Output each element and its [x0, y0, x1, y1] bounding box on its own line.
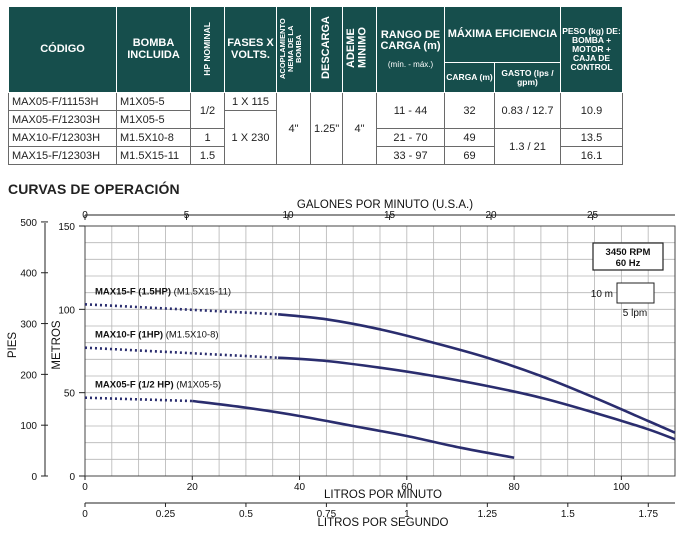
- gpm-tick-label: 5: [184, 210, 190, 221]
- series-name: MAX10-F (1HP): [95, 330, 166, 341]
- table-row-bomba: M1.5X15-11: [116, 146, 191, 165]
- series-label: MAX05-F (1/2 HP) (M1X05-5): [95, 380, 221, 391]
- header-fases: FASES X VOLTS.: [224, 6, 277, 93]
- series-line: [278, 356, 676, 441]
- y2-axis-label: PIES: [7, 332, 19, 359]
- series-name: MAX15-F (1.5HP): [95, 286, 174, 297]
- meters-tick-label: 0: [69, 472, 75, 483]
- chart-labels: MAX15-F (1.5HP) (M1.5X15-11) MAX10-F (1HP…: [95, 286, 231, 390]
- header-gasto: GASTO (lps / gpm): [494, 62, 561, 93]
- chart-grid: [85, 226, 675, 476]
- lpm-tick-label: 20: [187, 482, 199, 493]
- lps-tick-label: 0: [82, 509, 88, 520]
- cell-carga-05: 32: [444, 92, 495, 129]
- feet-tick-label: 0: [31, 472, 37, 483]
- cell-fases-230: 1 X 230: [224, 110, 277, 165]
- series-dotted-line: [84, 303, 279, 316]
- lpm-tick-label: 60: [401, 482, 413, 493]
- feet-tick-label: 300: [20, 320, 37, 331]
- chart-curves: [84, 303, 676, 459]
- feet-tick-label: 100: [20, 421, 37, 432]
- header-codigo: CÓDIGO: [8, 6, 117, 93]
- meters-tick-label: 100: [58, 305, 75, 316]
- header-eficiencia: MÁXIMA EFICIENCIA: [444, 6, 561, 63]
- lps-tick-label: 1.5: [561, 509, 575, 520]
- lps-tick-label: 0.75: [317, 509, 337, 520]
- series-line: [277, 313, 676, 434]
- spec-table: CÓDIGO BOMBA INCLUIDA HP NOMINAL FASES X…: [8, 6, 623, 165]
- header-peso: PESO (kg) DE: BOMBA + MOTOR + CAJA DE CO…: [560, 6, 623, 93]
- x-axis-label: LITROS POR MINUTO: [324, 489, 442, 501]
- lpm-tick-label: 100: [613, 482, 630, 493]
- series-label: MAX10-F (1HP) (M1.5X10-8): [95, 330, 219, 341]
- series-pump: (M1.5X10-8): [166, 330, 219, 341]
- header-rango: RANGO DE CARGA (m): [380, 28, 441, 53]
- lps-tick-label: 1: [404, 509, 410, 520]
- x2-axis-label: LITROS POR SEGUNDO: [318, 517, 449, 529]
- cell-descarga: 1.25": [310, 92, 343, 165]
- table-row-codigo: MAX15-F/12303H: [8, 146, 117, 165]
- plot-frame: [84, 225, 676, 477]
- top-axis-label: GALONES POR MINUTO (U.S.A.): [297, 199, 473, 211]
- cell-peso-15: 16.1: [560, 146, 623, 165]
- feet-tick-label: 200: [20, 370, 37, 381]
- rating-rpm: 3450 RPM: [606, 247, 651, 258]
- chart-axes: [44, 214, 676, 504]
- gpm-tick-label: 20: [485, 210, 497, 221]
- rating-hz: 60 Hz: [616, 258, 641, 269]
- scale-legend: 10 m 5 lpm: [591, 282, 655, 319]
- cell-hp-10: 1: [190, 128, 225, 147]
- header-rango-sub: (mín. - máx.): [387, 59, 434, 69]
- lps-tick-label: 1.75: [639, 509, 659, 520]
- cell-rango-05: 11 - 44: [376, 92, 445, 129]
- rating-box: 3450 RPM 60 Hz: [592, 242, 664, 271]
- series-name: MAX05-F (1/2 HP): [95, 380, 176, 391]
- series-label: MAX15-F (1.5HP) (M1.5X15-11): [95, 286, 231, 297]
- scale-vertical-label: 10 m: [591, 289, 613, 300]
- cell-acoplamiento: 4": [276, 92, 311, 165]
- lps-tick-label: 0.25: [156, 509, 176, 520]
- meters-tick-label: 150: [58, 222, 75, 233]
- cell-gasto-05: 0.83 / 12.7: [494, 92, 561, 129]
- lpm-tick-label: 40: [294, 482, 306, 493]
- header-carga: CARGA (m): [444, 62, 495, 93]
- meters-tick-label: 50: [64, 389, 76, 400]
- lpm-tick-label: 0: [82, 482, 88, 493]
- series-pump: (M1.5X15-11): [174, 286, 231, 297]
- table-row-codigo: MAX05-F/11153H: [8, 92, 117, 111]
- lps-tick-label: 1.25: [478, 509, 498, 520]
- series-dotted-line: [84, 346, 279, 359]
- cell-carga-15: 69: [444, 146, 495, 165]
- series-pump: (M1X05-5): [176, 380, 221, 391]
- scale-horizontal-label: 5 lpm: [623, 308, 647, 319]
- series-line: [192, 399, 515, 459]
- y-axis-label: METROS: [51, 320, 63, 370]
- lps-tick-label: 0.5: [239, 509, 253, 520]
- curves-title: CURVAS DE OPERACIÓN: [8, 181, 180, 197]
- gpm-tick-label: 0: [82, 210, 88, 221]
- gpm-tick-label: 15: [384, 210, 396, 221]
- feet-tick-label: 400: [20, 269, 37, 280]
- cell-rango-15: 33 - 97: [376, 146, 445, 165]
- cell-hp-15: 1.5: [190, 146, 225, 165]
- gpm-tick-label: 10: [282, 210, 294, 221]
- cell-hp-05: 1/2: [190, 92, 225, 129]
- gpm-tick-label: 25: [587, 210, 599, 221]
- feet-tick-label: 500: [20, 218, 37, 229]
- lpm-tick-label: 80: [509, 482, 521, 493]
